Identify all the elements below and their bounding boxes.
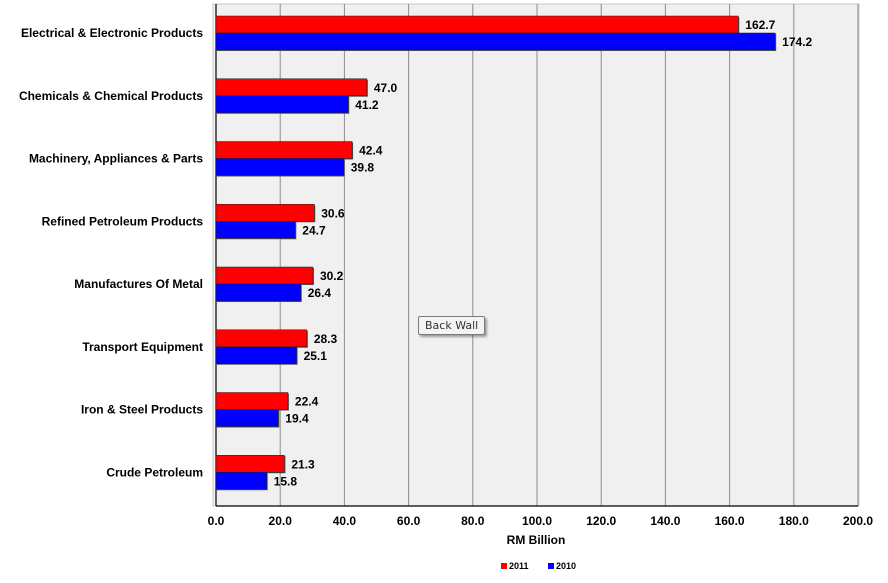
bar-value-label: 24.7 <box>302 223 326 237</box>
legend-label: 2010 <box>556 561 576 571</box>
bar-value-label: 19.4 <box>285 412 309 426</box>
bar-value-label: 41.2 <box>355 98 379 112</box>
bar-2011[interactable] <box>215 204 315 222</box>
bar-value-label: 47.0 <box>374 81 398 95</box>
x-tick-label: 40.0 <box>333 514 357 528</box>
legend-swatch <box>501 563 507 569</box>
bar-2010[interactable] <box>215 158 345 176</box>
category-label: Iron & Steel Products <box>81 403 203 417</box>
bar-2011[interactable] <box>215 141 353 159</box>
bar-2011[interactable] <box>215 15 739 34</box>
bar-2010[interactable] <box>215 409 279 427</box>
bar-2010[interactable] <box>215 472 267 490</box>
x-tick-label: 200.0 <box>843 514 873 528</box>
x-tick-label: 120.0 <box>586 514 616 528</box>
x-tick-label: 180.0 <box>779 514 809 528</box>
bar-2011[interactable] <box>215 392 289 410</box>
bar-2011[interactable] <box>215 455 285 473</box>
category-label: Electrical & Electronic Products <box>21 26 203 40</box>
x-tick-label: 160.0 <box>715 514 745 528</box>
bar-value-label: 42.4 <box>359 144 383 158</box>
bar-value-label: 21.3 <box>291 457 315 471</box>
category-label: Machinery, Appliances & Parts <box>29 152 203 166</box>
bar-2010[interactable] <box>215 32 776 51</box>
bar-2010[interactable] <box>215 346 297 364</box>
bar-value-label: 15.8 <box>274 474 298 488</box>
bar-2011[interactable] <box>215 329 308 347</box>
legend: 2011 2010 <box>501 561 576 571</box>
bar-value-label: 30.6 <box>321 206 345 220</box>
category-label: Transport Equipment <box>82 340 203 354</box>
x-tick-label: 0.0 <box>208 514 225 528</box>
bar-2011[interactable] <box>215 266 314 285</box>
bar-value-label: 28.3 <box>314 332 338 346</box>
category-label: Crude Petroleum <box>106 465 203 479</box>
x-tick-label: 140.0 <box>650 514 680 528</box>
legend-swatch <box>548 563 554 569</box>
x-tick-label: 100.0 <box>522 514 552 528</box>
bar-value-label: 174.2 <box>782 35 812 49</box>
bar-2010[interactable] <box>215 95 349 113</box>
bar-value-label: 162.7 <box>745 18 775 32</box>
bar-2010[interactable] <box>215 221 296 239</box>
category-label: Manufactures Of Metal <box>74 277 203 291</box>
bar-value-label: 25.1 <box>304 349 328 363</box>
x-tick-label: 80.0 <box>461 514 485 528</box>
bar-2011[interactable] <box>215 78 368 96</box>
legend-label: 2011 <box>509 561 529 571</box>
category-label: Chemicals & Chemical Products <box>19 89 203 103</box>
x-tick-label: 60.0 <box>397 514 421 528</box>
bar-value-label: 30.2 <box>320 269 344 283</box>
bar-value-label: 26.4 <box>308 286 332 300</box>
category-label: Refined Petroleum Products <box>42 214 204 228</box>
bar-value-label: 39.8 <box>351 161 375 175</box>
x-tick-label: 20.0 <box>269 514 293 528</box>
back-wall-tooltip: Back Wall <box>418 316 486 335</box>
x-axis-title: RM Billion <box>507 533 566 547</box>
bar-2010[interactable] <box>215 283 301 302</box>
bar-value-label: 22.4 <box>295 395 319 409</box>
